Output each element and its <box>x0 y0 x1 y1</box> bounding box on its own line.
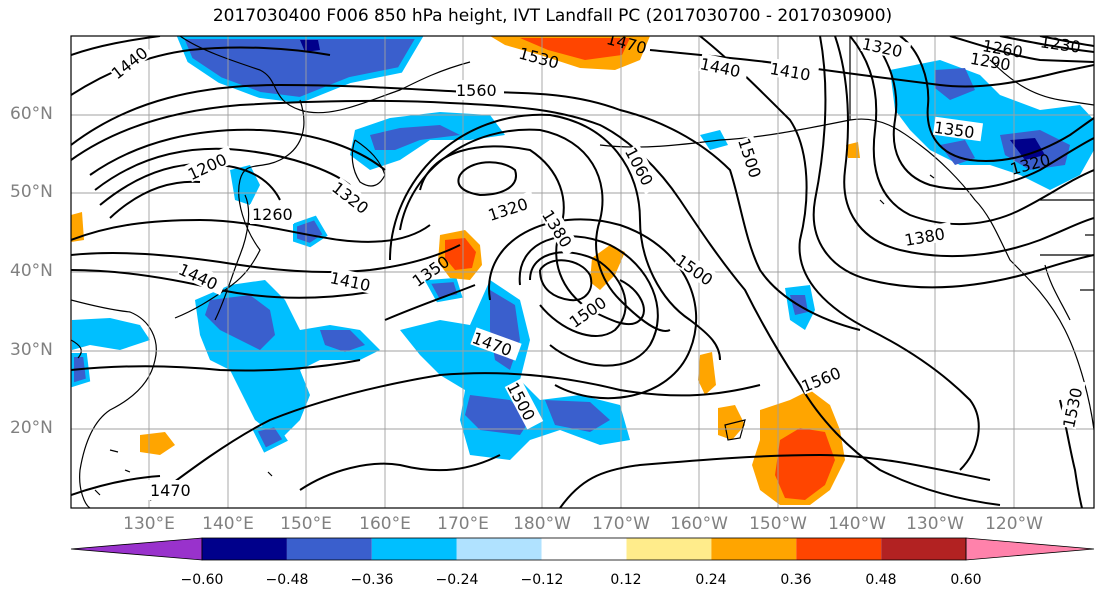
map-frame <box>70 35 1095 509</box>
lat-label: 20°N <box>10 418 53 438</box>
lon-label: 120°W <box>985 514 1043 534</box>
lon-label: 160°E <box>359 514 411 534</box>
colorbar-segment <box>456 538 542 560</box>
lon-label: 180°W <box>513 514 571 534</box>
colorbar-segment <box>371 538 457 560</box>
lat-label: 30°N <box>10 340 53 360</box>
gridlines <box>71 36 1094 508</box>
lon-label: 130°W <box>906 514 964 534</box>
colorbar-ext-high <box>965 537 1095 561</box>
lon-label: 150°W <box>749 514 807 534</box>
lon-label: 170°E <box>437 514 489 534</box>
contour-label: 1530 <box>1059 386 1086 430</box>
lon-label: 170°W <box>592 514 650 534</box>
colorbar-segment <box>711 538 797 560</box>
colorbar <box>70 537 1095 561</box>
contour-label: 1410 <box>768 59 811 85</box>
contour-label: 1320 <box>860 34 904 61</box>
lon-label: 160°W <box>670 514 728 534</box>
contour-label: 1200 <box>185 150 230 184</box>
colorbar-tick: 0.48 <box>865 572 897 588</box>
contour-label: 1560 <box>456 81 497 100</box>
lon-label: 130°E <box>123 514 175 534</box>
contour-label: 1560 <box>799 363 844 396</box>
colorbar-tick: 0.12 <box>610 572 642 588</box>
contour-label: 1380 <box>538 206 576 251</box>
contour-label: 1380 <box>903 224 946 250</box>
colorbar-frame <box>201 537 967 561</box>
contour-label: 1230 <box>1039 32 1082 56</box>
lon-label: 140°W <box>828 514 886 534</box>
ivt-shading-positive <box>71 36 860 505</box>
contour-label: 1260 <box>252 205 293 224</box>
ivt-blob-nw <box>176 36 424 104</box>
colorbar-tick: −0.12 <box>520 572 564 588</box>
ivt-blob-kamchatka <box>350 112 505 170</box>
colorbar-tick: 0.36 <box>780 572 812 588</box>
colorbar-segment <box>541 538 627 560</box>
ivt-shading-negative <box>71 36 1094 460</box>
colorbar-segment <box>626 538 712 560</box>
colorbar-tick: −0.60 <box>180 572 224 588</box>
colorbar-tick: −0.24 <box>435 572 479 588</box>
colorbar-tick: 0.24 <box>695 572 727 588</box>
lon-label: 140°E <box>202 514 254 534</box>
height-contours <box>71 36 1094 508</box>
colorbar-tick: −0.48 <box>265 572 309 588</box>
ivt-blob-japan-sea <box>230 165 260 205</box>
ivt-blob-northeast <box>890 60 1094 190</box>
colorbar-segment <box>796 538 882 560</box>
contour-label: 1470 <box>150 481 191 500</box>
colorbar-tick: 0.60 <box>950 572 982 588</box>
map-title: 2017030400 F006 850 hPa height, IVT Land… <box>212 6 893 26</box>
colorbar-tick: −0.36 <box>350 572 394 588</box>
lat-label: 60°N <box>10 104 53 124</box>
contour-label: 1320 <box>486 194 531 225</box>
lon-label: 150°E <box>280 514 332 534</box>
colorbar-segment <box>286 538 372 560</box>
colorbar-segment <box>881 538 967 560</box>
contour-label: 1440 <box>176 260 221 294</box>
lat-label: 40°N <box>10 261 53 281</box>
lat-label: 50°N <box>10 182 53 202</box>
colorbar-ext-low <box>70 537 203 561</box>
colorbar-segment <box>202 538 287 560</box>
contour-label: 1500 <box>734 136 765 181</box>
